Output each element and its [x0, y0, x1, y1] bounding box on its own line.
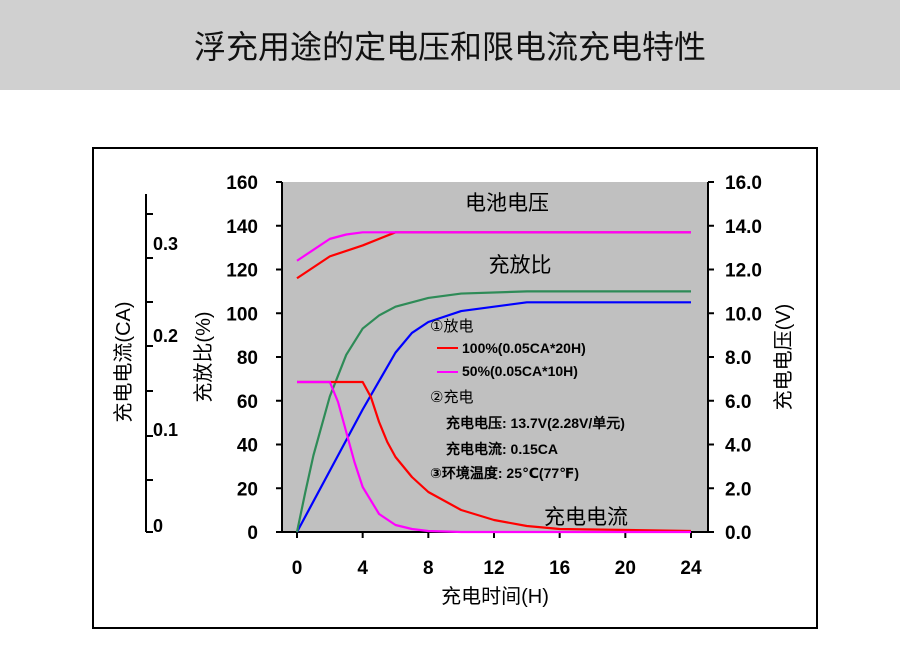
legend: ①放电 100%(0.05CA*20H) 50%(0.05CA*10H) ②充电…: [430, 318, 625, 481]
x-tick-label: 8: [423, 558, 434, 579]
y-current-tick-label: 0.3: [153, 234, 178, 254]
legend-item-red: 100%(0.05CA*20H): [462, 340, 586, 356]
legend-charge-current: 充电电流: 0.15CA: [446, 441, 558, 457]
legend-discharge-header: ①放电: [430, 318, 473, 335]
series-label-current: 充电电流: [544, 506, 628, 529]
series-current-magenta: [297, 380, 691, 534]
legend-charge-header: ②充电: [430, 389, 473, 406]
x-axis-title: 充电时间(H): [441, 585, 549, 608]
chart-frame: [92, 147, 818, 629]
y-left-tick-label: 0: [247, 523, 258, 544]
y-left-tick-label: 140: [226, 217, 258, 238]
x-tick-label: 16: [549, 558, 570, 579]
series-label-voltage: 电池电压: [465, 192, 549, 215]
y-current-tick-label: 0.1: [153, 420, 178, 440]
series-label-ratio: 充放比: [489, 254, 552, 277]
y-left-tick-label: 60: [237, 392, 258, 413]
y-right-tick-label: 0.0: [725, 523, 751, 544]
series-ratio-blue: [296, 301, 691, 533]
legend-charge-voltage: 充电电压: 13.7V(2.28V/单元): [446, 415, 625, 431]
y-right-axis-title: 充电电压(V): [772, 304, 795, 411]
y-left-tick-label: 80: [237, 348, 258, 369]
series-voltage-magenta: [296, 231, 691, 262]
legend-item-magenta: 50%(0.05CA*10H): [462, 363, 578, 379]
x-tick-label: 12: [483, 558, 504, 579]
y-right-tick-label: 16.0: [725, 173, 762, 194]
plot-area: [282, 182, 708, 532]
y-left-tick-label: 40: [237, 436, 258, 457]
y-right-tick-label: 4.0: [725, 436, 751, 457]
y-left-axis-title: 充放比(%): [192, 311, 215, 402]
series-ratio-green: [295, 290, 691, 533]
y-right-tick-label: 2.0: [725, 479, 751, 500]
page-title: 浮充用途的定电压和限电流充电特性: [193, 28, 706, 66]
y-current-axis-title: 充电电流(CA): [112, 301, 135, 422]
title-bar: 浮充用途的定电压和限电流充电特性: [0, 0, 900, 90]
x-tick-label: 4: [357, 558, 368, 579]
y-current-tick-label: 0.2: [153, 326, 178, 346]
legend-ambient-temp: ③环境温度: 25℃(77℉): [430, 465, 579, 481]
y-right-tick-label: 12.0: [725, 261, 762, 282]
y-right-tick-label: 14.0: [725, 217, 762, 238]
series-current-red: [297, 380, 692, 533]
x-tick-label: 0: [292, 558, 303, 579]
y-right-tick-label: 6.0: [725, 392, 751, 413]
y-right-tick-label: 8.0: [725, 348, 751, 369]
y-left-tick-label: 100: [226, 304, 258, 325]
y-current-tick-label: 0: [153, 516, 163, 536]
y-left-tick-label: 160: [226, 173, 258, 194]
y-left-tick-label: 120: [226, 261, 258, 282]
x-tick-label: 20: [615, 558, 636, 579]
x-tick-label: 24: [680, 558, 702, 579]
y-left-tick-label: 20: [237, 479, 258, 500]
y-right-tick-label: 10.0: [725, 304, 762, 325]
